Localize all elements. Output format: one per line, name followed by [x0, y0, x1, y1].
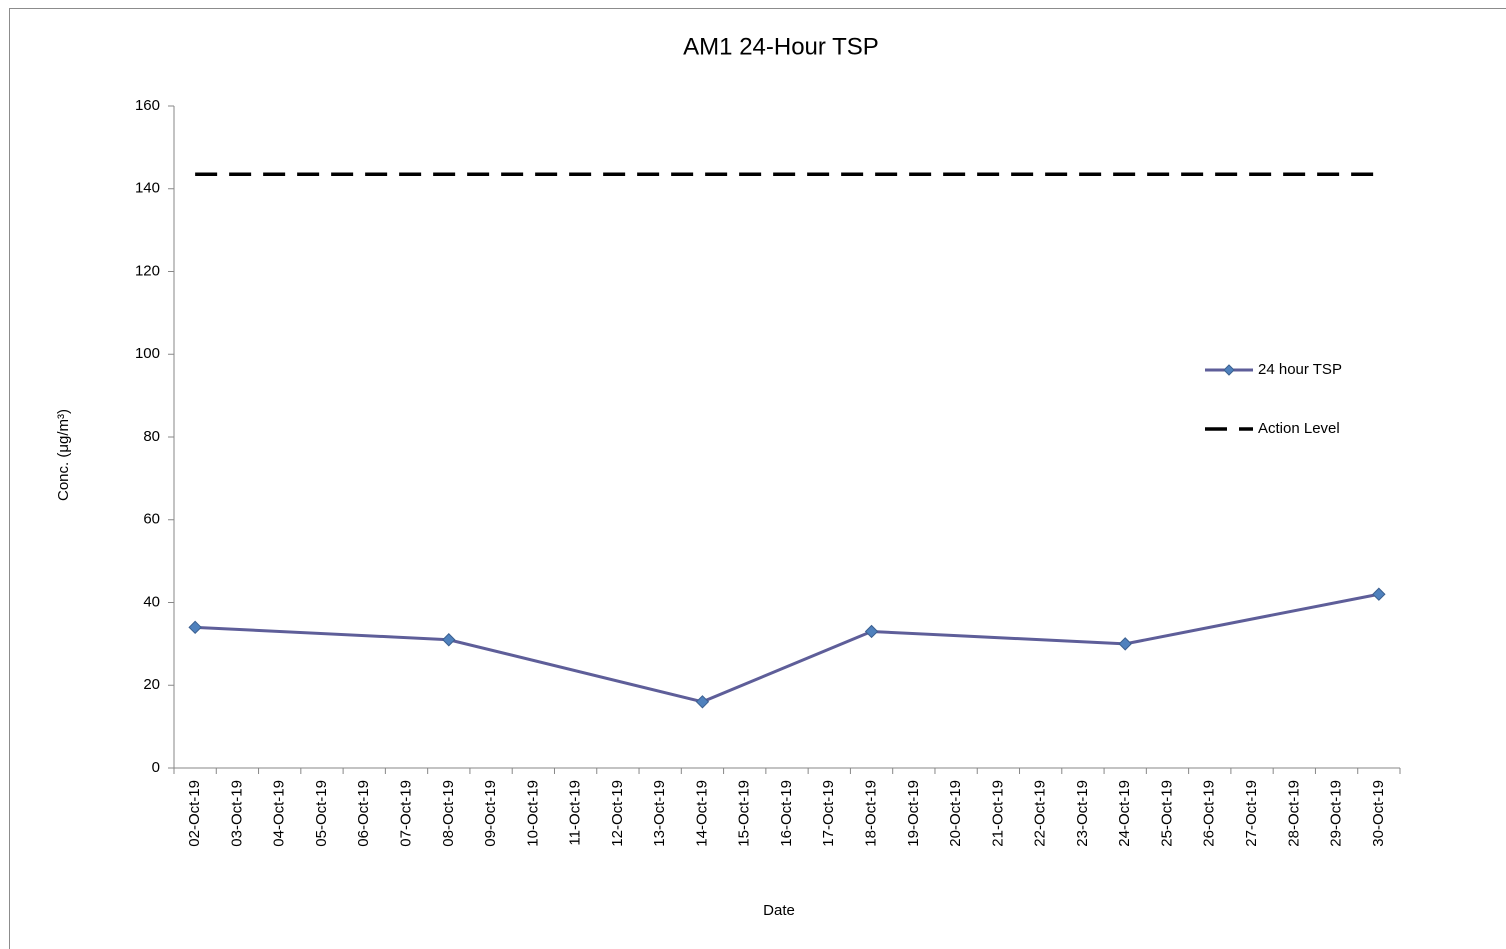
x-tick-label: 04-Oct-19: [271, 780, 288, 847]
x-tick-label: 25-Oct-19: [1158, 780, 1175, 847]
data-point: [1118, 637, 1132, 651]
x-tick-label: 22-Oct-19: [1032, 780, 1049, 847]
x-tick-label: 13-Oct-19: [651, 780, 668, 847]
legend-marker: [1223, 364, 1235, 376]
y-tick-label: 40: [143, 593, 160, 610]
series-line: [195, 592, 1380, 704]
x-tick-label: 26-Oct-19: [1201, 780, 1218, 847]
x-tick-label: 28-Oct-19: [1285, 780, 1302, 847]
x-tick-label: 05-Oct-19: [313, 780, 330, 847]
x-tick-label: 10-Oct-19: [524, 780, 541, 847]
y-tick-label: 100: [135, 345, 160, 362]
data-point: [1372, 587, 1386, 601]
chart-title: AM1 24-Hour TSP: [683, 33, 879, 60]
chart-border: [9, 8, 1506, 949]
x-tick-label: 11-Oct-19: [567, 780, 584, 846]
x-tick-label: 09-Oct-19: [482, 780, 499, 847]
x-tick-label: 02-Oct-19: [186, 780, 203, 847]
x-tick-label: 08-Oct-19: [440, 780, 457, 847]
x-tick-label: 12-Oct-19: [609, 780, 626, 847]
x-tick-label: 23-Oct-19: [1074, 780, 1091, 847]
data-point: [442, 633, 456, 647]
x-tick-label: 17-Oct-19: [820, 780, 837, 847]
x-tick-label: 15-Oct-19: [736, 780, 753, 847]
y-tick-label: 60: [143, 511, 160, 528]
x-tick-label: 18-Oct-19: [863, 780, 880, 847]
x-tick-label: 06-Oct-19: [355, 780, 372, 847]
x-tick-label: 30-Oct-19: [1370, 780, 1387, 847]
x-tick-label: 14-Oct-19: [693, 780, 710, 847]
y-tick-label: 0: [152, 759, 160, 776]
y-axis-label: Conc. (μg/m³): [55, 409, 72, 501]
legend-label: Action Level: [1258, 420, 1340, 437]
x-tick-label: 16-Oct-19: [778, 780, 795, 847]
x-tick-label: 19-Oct-19: [905, 780, 922, 847]
legend-label: 24 hour TSP: [1258, 361, 1342, 378]
x-tick-label: 20-Oct-19: [947, 780, 964, 847]
x-tick-label: 27-Oct-19: [1243, 780, 1260, 847]
x-tick-label: 03-Oct-19: [228, 780, 245, 847]
y-tick-label: 160: [135, 97, 160, 114]
x-tick-label: 21-Oct-19: [989, 780, 1006, 847]
y-tick-label: 20: [143, 676, 160, 693]
y-tick-label: 120: [135, 262, 160, 279]
x-tick-label: 29-Oct-19: [1328, 780, 1345, 847]
x-axis-label: Date: [763, 902, 795, 919]
y-tick-label: 80: [143, 428, 160, 445]
x-tick-label: 07-Oct-19: [397, 780, 414, 847]
y-tick-label: 140: [135, 180, 160, 197]
data-point: [864, 624, 879, 639]
data-point: [188, 620, 202, 635]
data-point: [695, 695, 710, 709]
x-tick-label: 24-Oct-19: [1116, 780, 1133, 847]
